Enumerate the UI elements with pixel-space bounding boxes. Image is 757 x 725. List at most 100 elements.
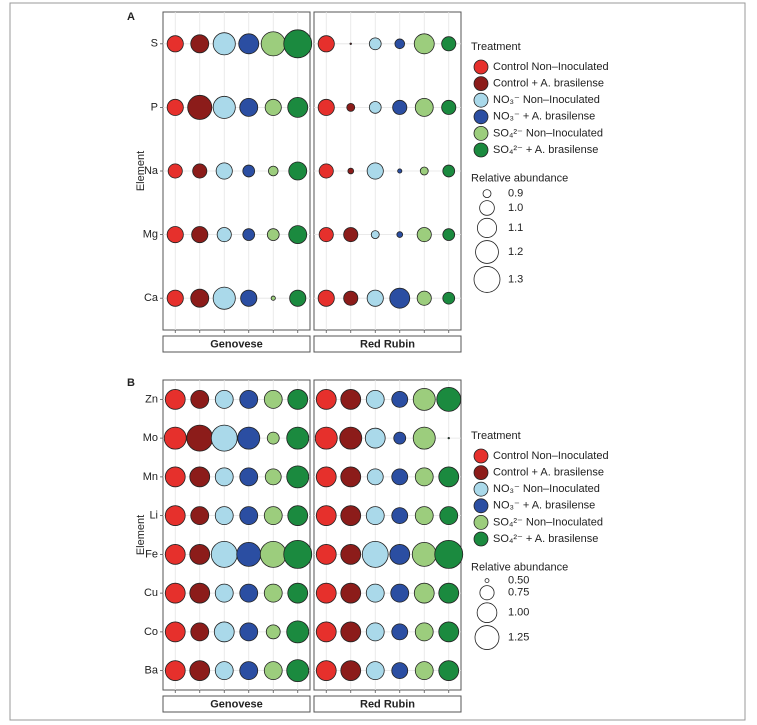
bubble [315,505,337,526]
facet-panel [162,379,311,691]
y-tick-label: Cu [144,587,158,599]
bubble [239,390,259,409]
bubble [237,426,261,450]
bubble [264,468,282,486]
bubble [239,97,259,117]
bubble [191,226,209,244]
bubble [317,98,335,116]
bubble [190,622,210,642]
bubble [447,436,450,440]
bubble [265,624,281,640]
legend-swatch [473,448,489,464]
bubble [396,231,404,238]
size-legend-label: 1.0 [508,202,523,214]
bubble [340,544,362,565]
bubble [287,96,309,118]
bubble [289,289,307,307]
bubble [366,468,384,486]
facet-label: Red Rubin [360,338,415,350]
bubble [442,164,456,178]
bubble [366,162,384,180]
legend-swatch [473,125,489,141]
bubble [189,544,211,565]
size-legend-circle [479,585,495,601]
bubble [391,390,409,408]
legend-label: NO₃⁻ + A. brasilense [493,111,595,123]
bubble [414,661,434,680]
legend-label: NO₃⁻ Non–Inoculated [493,483,600,495]
bubble [340,582,362,604]
bubble [343,290,359,306]
size-legend-label: 1.25 [508,631,529,643]
size-legend-label: 0.75 [508,587,529,599]
legend-title: Treatment [471,430,521,442]
bubble [164,505,186,526]
bubble [213,621,235,643]
size-legend-label: 0.50 [508,575,529,587]
bubble [390,583,410,603]
legend-title: Treatment [471,41,521,53]
bubble [166,35,184,53]
bubble [411,541,437,567]
bubble [315,582,337,604]
facet-strip [162,695,311,713]
bubble [438,582,460,604]
bubble [438,660,460,681]
bubble [190,288,210,308]
bubble [242,164,256,178]
bubble [286,659,310,683]
size-legend-label: 1.00 [508,607,529,619]
bubble [366,289,384,307]
bubble [436,386,462,412]
facet-panel [313,379,462,691]
facet-strip [162,335,311,353]
size-legend-label: 1.2 [508,246,523,258]
legend-label: SO₄²⁻ + A. brasilense [493,533,598,545]
bubble [212,32,236,56]
bubble [416,227,432,243]
legend-label: Control Non–Inoculated [493,61,609,73]
y-tick-label: Ca [144,292,159,304]
bubble [365,622,385,642]
bubble [340,660,362,681]
legend-swatch [473,498,489,514]
legend-swatch [473,531,489,547]
size-legend-circle [479,200,495,216]
bubble [414,97,434,117]
size-legend-label: 1.1 [508,222,523,234]
bubble [315,544,337,565]
facet-label: Genovese [210,338,263,350]
size-legend-circle [482,189,492,199]
legend-label: SO₄²⁻ Non–Inoculated [493,516,603,528]
bubble [288,161,308,181]
bubble [394,38,406,50]
bubble [164,389,186,410]
bubble [186,424,214,452]
bubble [164,582,186,604]
bubble [439,506,459,525]
y-axis-label: Element [135,151,147,191]
bubble [365,506,385,525]
bubble [340,389,362,410]
bubble [391,623,409,641]
bubble [368,37,382,51]
bubble [189,466,211,488]
legend-label: NO₃⁻ + A. brasilense [493,500,595,512]
bubble [239,583,259,603]
size-legend-title: Relative abundance [471,562,568,574]
legend-swatch [473,515,489,530]
bubble [340,505,362,526]
bubble [414,467,434,487]
bubble [397,168,403,174]
bubble [315,621,337,643]
y-tick-label: S [151,38,158,50]
bubble [340,466,362,488]
y-tick-label: Zn [145,393,158,405]
facet-strip [313,695,462,713]
legend-label: Control + A. brasilense [493,467,604,479]
bubble [413,33,435,55]
size-legend-label: 0.9 [508,188,523,200]
legend-swatch [473,59,489,75]
bubble [442,291,456,305]
